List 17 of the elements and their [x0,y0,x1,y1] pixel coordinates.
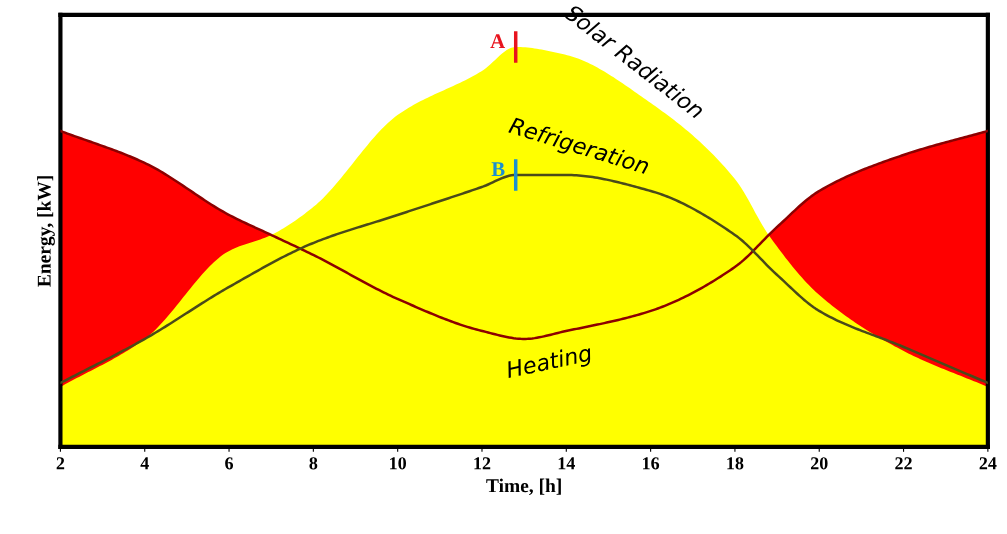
annotation: B [491,162,505,177]
x-tick-label: 8 [309,457,318,470]
x-tick-label: 2 [56,457,65,470]
x-tick-label: 16 [643,457,660,470]
x-axis-title: Time, [h] [486,478,561,496]
x-tick-label: 18 [727,457,744,470]
x-tick-label: 22 [895,457,912,470]
x-tick-label: 14 [558,457,575,470]
y-axis-title: Energy, [kW] [37,176,55,287]
x-tick-label: 12 [474,457,491,470]
series-label: Heating [505,343,594,383]
x-tick-label: 4 [140,457,149,470]
annotation: A [490,34,506,48]
x-tick-label: 10 [390,457,407,470]
x-tick-label: 20 [810,457,828,470]
x-tick-label: 24 [979,457,997,470]
x-tick-label: 6 [225,457,234,470]
